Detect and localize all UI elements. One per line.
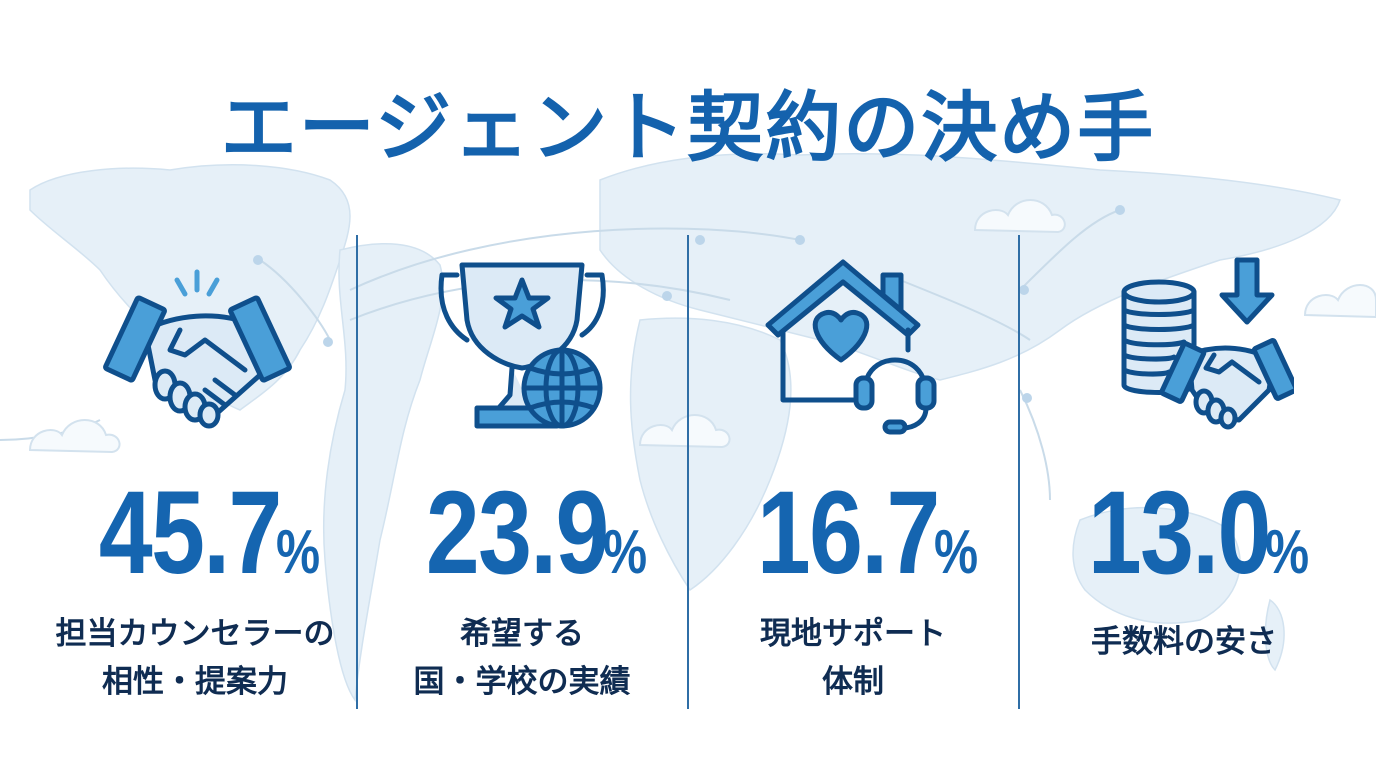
- page-title: エージェント契約の決め手: [220, 83, 1156, 172]
- stat-card-fees: 13.0% 手数料の安さ: [1019, 240, 1349, 710]
- stat-value: 45.7%: [98, 467, 321, 599]
- stat-label: 現地サポート 体制: [760, 616, 946, 700]
- stat-value: 16.7%: [756, 467, 979, 599]
- house-headset-icon: [765, 259, 937, 435]
- stat-label: 担当カウンセラーの 相性・提案力: [55, 616, 335, 700]
- stat-card-track-record: 23.9% 希望する 国・学校の実績: [357, 240, 687, 710]
- stat-label: 手数料の安さ: [1091, 624, 1277, 660]
- coins-handshake-icon: [1121, 257, 1294, 430]
- column-divider: [356, 235, 358, 709]
- column-divider: [1018, 235, 1020, 709]
- stat-card-counselor: 45.7% 担当カウンセラーの 相性・提案力: [30, 240, 360, 710]
- stat-value: 23.9%: [425, 467, 648, 599]
- stat-value: 13.0%: [1087, 467, 1310, 599]
- stat-label: 希望する 国・学校の実績: [413, 616, 631, 700]
- trophy-globe-icon: [438, 262, 606, 429]
- handshake-icon: [103, 269, 292, 429]
- stat-card-local-support: 16.7% 現地サポート 体制: [688, 240, 1018, 710]
- column-divider: [687, 235, 689, 709]
